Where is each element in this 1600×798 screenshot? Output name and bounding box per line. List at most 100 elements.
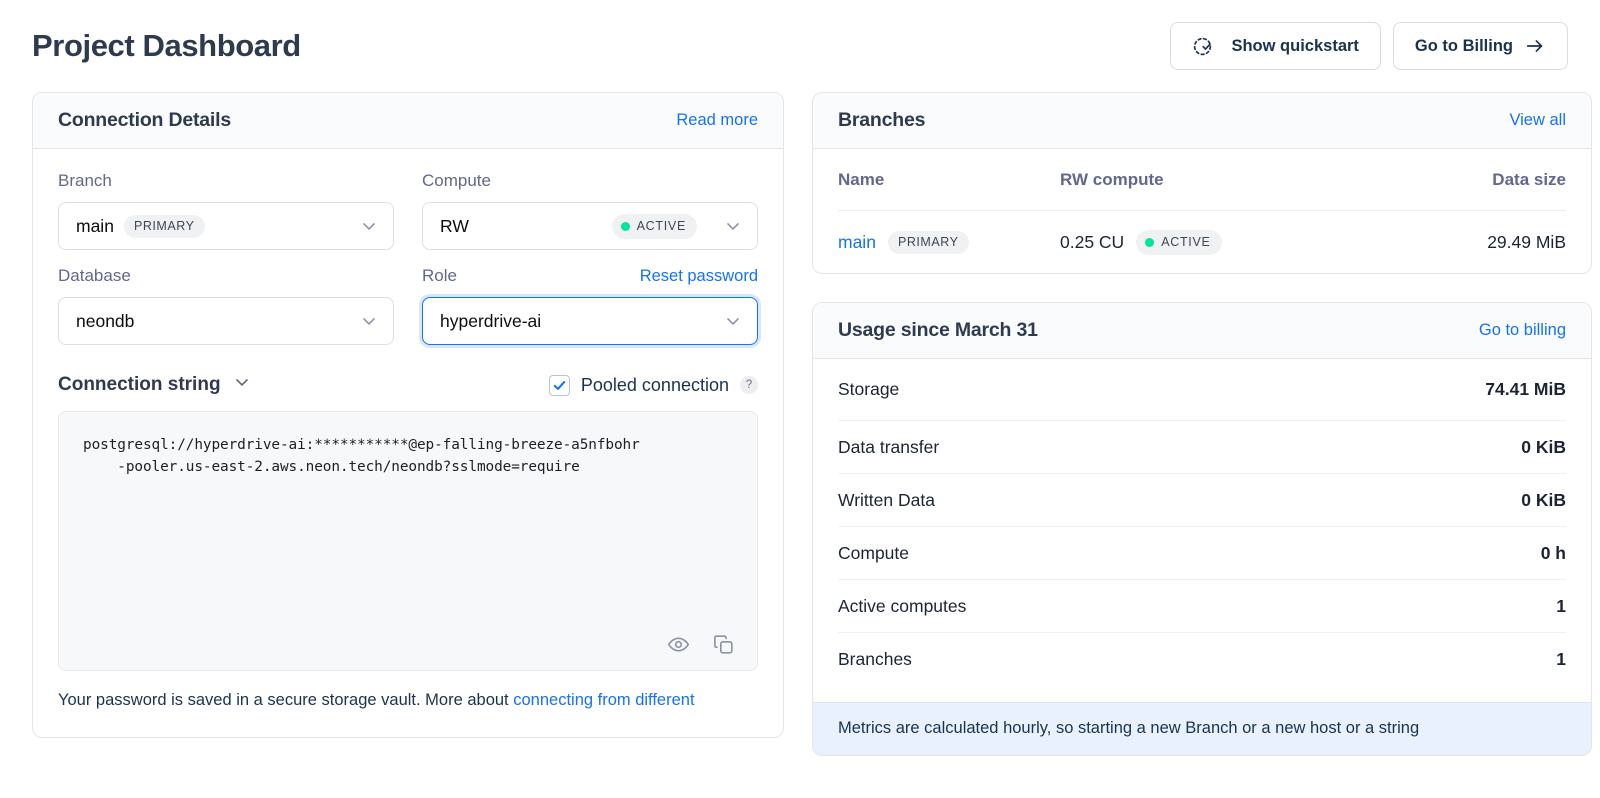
copy-icon[interactable]	[712, 633, 735, 656]
connection-string-row: Connection string Pooled connection ?	[58, 372, 758, 398]
branch-primary-badge: PRIMARY	[887, 230, 969, 254]
go-to-billing-button[interactable]: Go to Billing	[1392, 22, 1568, 70]
usage-value-compute: 0 h	[1540, 542, 1566, 563]
usage-label-compute: Compute	[838, 542, 910, 563]
list-item: Data transfer 0 KiB	[838, 421, 1566, 474]
compute-select[interactable]: RW ACTIVE	[422, 202, 758, 250]
chevron-down-icon	[232, 372, 252, 398]
database-value: neondb	[76, 310, 135, 331]
usage-label-written-data: Written Data	[838, 489, 935, 510]
branch-data-size-cell: 29.49 MiB	[1487, 231, 1566, 252]
branch-value: main	[76, 215, 114, 236]
chevron-down-icon	[359, 216, 379, 236]
database-field: Database neondb	[58, 266, 394, 345]
branch-status-label: ACTIVE	[1161, 235, 1211, 249]
connection-details-body: Branch main PRIMARY	[33, 149, 783, 737]
compute-field: Compute RW ACTIVE	[422, 171, 758, 250]
column-header-data-size: Data size	[1492, 169, 1566, 189]
branch-field: Branch main PRIMARY	[58, 171, 394, 250]
database-label-row: Database	[58, 266, 394, 288]
usage-label-branches: Branches	[838, 649, 912, 669]
connection-fields-grid: Branch main PRIMARY	[58, 171, 758, 361]
connection-details-title: Connection Details	[58, 109, 232, 131]
branches-title: Branches	[838, 109, 926, 131]
compute-status-badge: ACTIVE	[611, 213, 697, 239]
help-icon[interactable]: ?	[740, 376, 758, 394]
connection-details-card: Connection Details Read more Branch main	[32, 92, 784, 738]
list-item: Compute 0 h	[838, 527, 1566, 580]
branch-primary-badge: PRIMARY	[123, 214, 205, 238]
branch-name-cell: main PRIMARY	[838, 230, 1060, 254]
page-header: Project Dashboard Show quickstart Go to	[0, 0, 1600, 92]
usage-label-storage: Storage	[838, 379, 900, 399]
password-vault-note: Your password is saved in a secure stora…	[58, 689, 758, 713]
list-item: Storage 74.41 MiB	[838, 359, 1566, 421]
table-row[interactable]: main PRIMARY 0.25 CU ACTIVE 29.49 MiB	[838, 211, 1566, 273]
database-label: Database	[58, 266, 131, 285]
go-to-billing-link[interactable]: Go to billing	[1478, 321, 1566, 339]
column-header-name: Name	[838, 169, 885, 189]
eye-icon[interactable]	[667, 633, 690, 656]
pooled-connection-toggle[interactable]: Pooled connection ?	[548, 374, 758, 396]
connection-string-tools	[667, 633, 735, 656]
chevron-down-icon	[723, 216, 743, 236]
connecting-from-different-link[interactable]: connecting from different	[513, 691, 695, 709]
branch-select[interactable]: main PRIMARY	[58, 202, 394, 250]
branch-label-row: Branch	[58, 171, 394, 193]
right-column: Branches View all Name RW compute Data s…	[812, 92, 1592, 756]
role-value: hyperdrive-ai	[440, 310, 542, 331]
branches-header: Branches View all	[813, 93, 1591, 149]
chevron-down-icon	[723, 311, 743, 331]
connection-string-toggle[interactable]: Connection string	[58, 372, 252, 398]
list-item: Branches 1	[838, 633, 1566, 686]
header-actions: Show quickstart Go to Billing	[1170, 22, 1568, 70]
pooled-connection-checkbox[interactable]	[548, 374, 570, 396]
usage-label-data-transfer: Data transfer	[838, 436, 940, 457]
dashboard-columns: Connection Details Read more Branch main	[0, 92, 1600, 756]
branches-card: Branches View all Name RW compute Data s…	[812, 92, 1592, 274]
page-title: Project Dashboard	[32, 27, 301, 63]
branches-table: Name RW compute Data size main PRIMARY 0…	[813, 149, 1591, 273]
connection-details-header: Connection Details Read more	[33, 93, 783, 149]
go-to-billing-label: Go to Billing	[1414, 36, 1513, 55]
usage-header: Usage since March 31 Go to billing	[813, 303, 1591, 359]
list-item: Active computes 1	[838, 580, 1566, 633]
usage-value-written-data: 0 KiB	[1521, 489, 1566, 510]
branch-label: Branch	[58, 171, 112, 190]
branches-table-header: Name RW compute Data size	[838, 149, 1566, 211]
role-label: Role	[422, 266, 457, 285]
usage-list: Storage 74.41 MiB Data transfer 0 KiB Wr…	[813, 359, 1591, 702]
show-quickstart-label: Show quickstart	[1231, 36, 1359, 55]
pooled-connection-label: Pooled connection	[580, 374, 729, 395]
connection-string-label: Connection string	[58, 374, 221, 395]
connection-string-box[interactable]: postgresql://hyperdrive-ai:***********@e…	[58, 411, 758, 671]
branch-status-badge: ACTIVE	[1136, 229, 1222, 255]
branch-name-link[interactable]: main	[838, 231, 876, 252]
list-item: Written Data 0 KiB	[838, 474, 1566, 527]
compute-label-row: Compute	[422, 171, 758, 193]
usage-value-storage: 74.41 MiB	[1485, 379, 1566, 399]
role-select[interactable]: hyperdrive-ai	[422, 297, 758, 345]
reset-password-link[interactable]: Reset password	[639, 267, 758, 285]
arrow-right-icon	[1524, 35, 1546, 57]
compute-label: Compute	[422, 171, 491, 190]
usage-value-data-transfer: 0 KiB	[1521, 436, 1566, 457]
quickstart-check-mark-icon	[1196, 36, 1217, 57]
show-quickstart-button[interactable]: Show quickstart	[1170, 22, 1381, 70]
connection-string-value: postgresql://hyperdrive-ai:***********@e…	[83, 437, 640, 476]
compute-value: RW	[440, 215, 469, 236]
read-more-link[interactable]: Read more	[676, 111, 758, 129]
status-dot-icon	[1145, 237, 1155, 247]
view-all-link[interactable]: View all	[1509, 111, 1566, 129]
status-dot-icon	[620, 221, 630, 231]
usage-info-banner: Metrics are calculated hourly, so starti…	[813, 702, 1591, 755]
left-column: Connection Details Read more Branch main	[32, 92, 784, 756]
password-vault-note-text: Your password is saved in a secure stora…	[58, 691, 514, 709]
usage-info-banner-text: Metrics are calculated hourly, so starti…	[838, 719, 1420, 737]
usage-title: Usage since March 31	[838, 319, 1038, 341]
branch-compute-value: 0.25 CU	[1060, 231, 1125, 252]
column-header-rw-compute: RW compute	[1060, 169, 1164, 189]
quickstart-check-icon	[1192, 36, 1213, 57]
database-select[interactable]: neondb	[58, 297, 394, 345]
